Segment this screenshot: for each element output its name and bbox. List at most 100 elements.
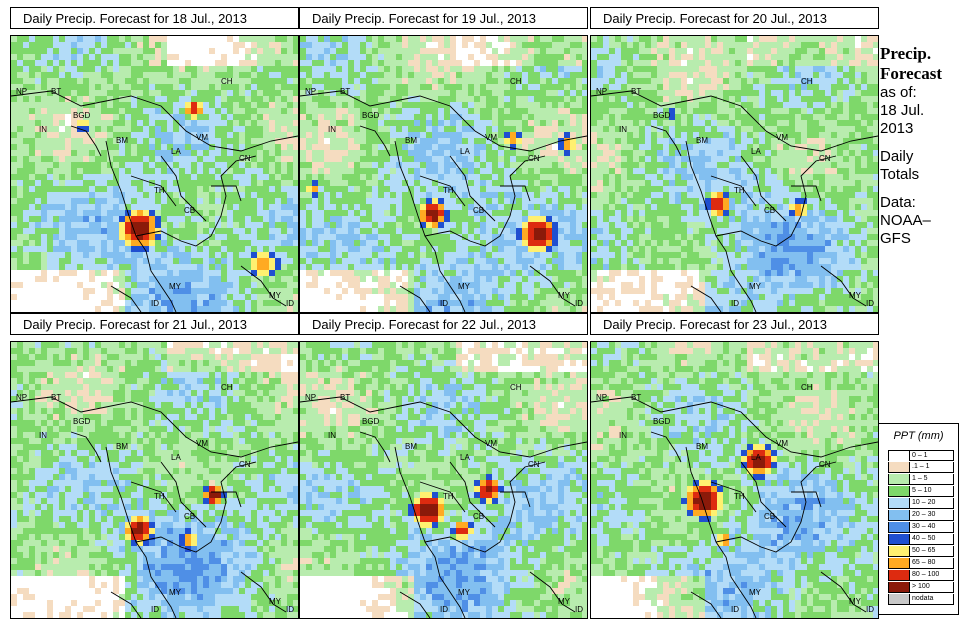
precip-cell [486, 144, 492, 150]
precip-cell [41, 180, 47, 186]
precip-cell [378, 150, 384, 156]
precip-cell [609, 96, 615, 102]
precip-cell [281, 108, 287, 114]
precip-cell [83, 90, 89, 96]
precip-cell [522, 42, 528, 48]
precip-cell [203, 108, 209, 114]
precip-cell [318, 198, 324, 204]
precip-cell [825, 96, 831, 102]
precip-cell [582, 54, 587, 60]
precip-cell [468, 90, 474, 96]
precip-cell [402, 114, 408, 120]
precip-cell [444, 258, 450, 264]
precip-cell [89, 150, 95, 156]
precip-cell [155, 300, 161, 306]
precip-cell [534, 246, 540, 252]
precip-cell [516, 228, 522, 234]
precip-cell [591, 126, 597, 132]
precip-cell [17, 144, 23, 150]
precip-cell [807, 126, 813, 132]
precip-cell [275, 282, 281, 288]
precip-cell [77, 252, 83, 258]
precip-cell [558, 150, 564, 156]
precip-cell [741, 66, 747, 72]
precip-cell [576, 114, 582, 120]
precip-cell [306, 132, 312, 138]
precip-cell [354, 174, 360, 180]
precip-cell [312, 48, 318, 54]
precip-cell [522, 108, 528, 114]
precip-cell [336, 150, 342, 156]
precip-cell [173, 228, 179, 234]
precip-cell [552, 294, 558, 300]
precip-cell [396, 306, 402, 312]
country-label: VM [485, 133, 497, 142]
precip-cell [558, 144, 564, 150]
precip-cell [41, 126, 47, 132]
precip-cell [29, 66, 35, 72]
precip-cell [366, 108, 372, 114]
precip-cell [29, 264, 35, 270]
precip-cell [53, 198, 59, 204]
precip-cell [408, 270, 414, 276]
precip-cell [263, 108, 269, 114]
precip-cell [215, 300, 221, 306]
precip-cell [729, 54, 735, 60]
precip-cell [480, 174, 486, 180]
precip-cell [143, 204, 149, 210]
precip-cell [336, 66, 342, 72]
precip-cell [717, 114, 723, 120]
precip-cell [125, 48, 131, 54]
precip-cell [125, 258, 131, 264]
precip-cell [456, 216, 462, 222]
precip-cell [360, 72, 366, 78]
precip-cell [263, 204, 269, 210]
precip-cell [35, 174, 41, 180]
precip-cell [486, 258, 492, 264]
precip-cell [408, 168, 414, 174]
precip-cell [348, 210, 354, 216]
precip-cell [143, 126, 149, 132]
precip-cell [564, 54, 570, 60]
precip-cell [867, 72, 873, 78]
precip-cell [119, 246, 125, 252]
precip-cell [41, 186, 47, 192]
precip-cell [486, 198, 492, 204]
precip-cell [35, 192, 41, 198]
precip-cell [227, 186, 233, 192]
precip-cell [444, 192, 450, 198]
precip-cell [486, 294, 492, 300]
precip-cell [59, 174, 65, 180]
precip-cell [318, 246, 324, 252]
precip-cell [615, 132, 621, 138]
precip-cell [741, 72, 747, 78]
precip-cell [330, 150, 336, 156]
precip-cell [795, 108, 801, 114]
precip-cell [281, 126, 287, 132]
precip-cell [414, 306, 420, 312]
precip-cell [747, 90, 753, 96]
precip-cell [723, 36, 729, 42]
precip-cell [438, 168, 444, 174]
precip-cell [663, 72, 669, 78]
country-label: ID [575, 299, 583, 308]
precip-cell [233, 48, 239, 54]
precip-cell [59, 114, 65, 120]
precip-cell [161, 144, 167, 150]
precip-cell [825, 114, 831, 120]
precip-cell [450, 132, 456, 138]
precip-cell [432, 204, 438, 210]
precip-cell [468, 288, 474, 294]
precip-cell [564, 264, 570, 270]
precip-cell [813, 78, 819, 84]
precip-cell [35, 198, 41, 204]
precip-cell [143, 270, 149, 276]
precip-cell [456, 84, 462, 90]
precip-cell [312, 216, 318, 222]
precip-cell [582, 66, 587, 72]
precip-cell [723, 114, 729, 120]
precip-cell [161, 186, 167, 192]
precip-cell [203, 216, 209, 222]
precip-cell [675, 108, 681, 114]
precip-cell [101, 168, 107, 174]
